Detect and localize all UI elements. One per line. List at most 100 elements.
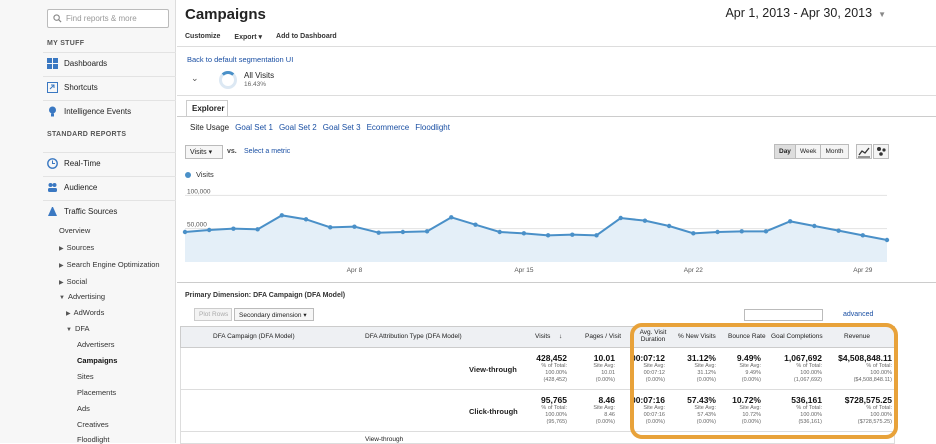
sidebar-sub-adwords[interactable]: ▶ AdWords <box>66 308 104 317</box>
export-button[interactable]: Export ▾ <box>234 33 262 41</box>
sidebar-sub-dfa[interactable]: ▼ DFA <box>66 324 90 333</box>
subtab-goal-set-2[interactable]: Goal Set 2 <box>278 123 317 132</box>
sidebar-sub-overview[interactable]: Overview <box>59 226 91 235</box>
x-tick-label: Apr 8 <box>347 267 363 274</box>
chart-point[interactable] <box>182 229 188 235</box>
chart-point[interactable] <box>424 229 430 234</box>
chart-point[interactable] <box>303 217 309 222</box>
back-to-default-link[interactable]: Back to default segmentation UI <box>187 55 294 64</box>
segment-pie-icon <box>219 71 237 89</box>
table-row[interactable]: View-through 428,452% of Total: 100.00% (42… <box>180 348 895 390</box>
chart-point[interactable] <box>836 228 841 233</box>
table-search-input[interactable] <box>744 309 823 321</box>
cell-value: 95,765 <box>541 395 567 405</box>
subtab-goal-set-3[interactable]: Goal Set 3 <box>322 123 361 132</box>
chart-point[interactable] <box>812 223 817 229</box>
select-metric-link[interactable]: Select a metric <box>244 148 291 155</box>
sidebar-sub-floodlight[interactable]: Floodlight <box>77 435 110 444</box>
segment-percent: 16.43% <box>244 81 267 88</box>
subtab-goal-set-1[interactable]: Goal Set 1 <box>235 123 273 132</box>
chart-point[interactable] <box>545 233 551 238</box>
cell-subtext: (0.00%) <box>741 377 761 383</box>
subtab-ecommerce[interactable]: Ecommerce <box>366 123 410 132</box>
sidebar-sub-ads[interactable]: Ads <box>77 404 90 413</box>
metric-select[interactable]: Visits ▾ <box>185 145 223 159</box>
chart-point[interactable] <box>860 233 865 238</box>
chevron-down-icon[interactable]: ⌄ <box>191 73 199 83</box>
chart-point[interactable] <box>884 237 890 243</box>
advanced-filter-link[interactable]: advanced <box>843 311 874 318</box>
chart-point[interactable] <box>715 229 720 235</box>
chart-point[interactable] <box>666 223 672 229</box>
month-button[interactable]: Month <box>820 144 849 159</box>
subtab-floodlight[interactable]: Floodlight <box>415 123 450 132</box>
sidebar-item-dashboards[interactable]: Dashboards <box>43 52 176 74</box>
col-avg-visit-duration[interactable]: Avg. Visit Duration <box>639 329 667 343</box>
cell-bounce: 9.49% Site Avg: 9.49% (0.00%) <box>737 353 761 384</box>
plot-rows-button[interactable]: Plot Rows <box>194 308 232 321</box>
sidebar-item-intelligence-events[interactable]: Intelligence Events <box>43 100 176 122</box>
sidebar-item-label: Traffic Sources <box>64 207 118 216</box>
chart-point[interactable] <box>618 215 623 221</box>
chart-point[interactable] <box>594 233 599 238</box>
col-bounce-rate[interactable]: Bounce Rate <box>728 333 766 340</box>
traffic-icon <box>48 207 57 216</box>
sidebar-sub-campaigns[interactable]: Campaigns <box>77 356 118 365</box>
sidebar-sub-seo[interactable]: ▶ Search Engine Optimization <box>59 260 160 269</box>
sidebar-sub-sites[interactable]: Sites <box>77 372 94 381</box>
add-to-dashboard-button[interactable]: Add to Dashboard <box>276 33 337 40</box>
chart-point[interactable] <box>207 227 212 233</box>
col-goal-completions[interactable]: Goal Completions <box>771 333 823 340</box>
tab-explorer[interactable]: Explorer <box>186 100 228 116</box>
cell-rev: $728,575.25% of Total: 100.00% ($728,575.2… <box>845 395 892 426</box>
chart-point[interactable] <box>691 231 696 236</box>
sidebar-item-audience[interactable]: Audience <box>43 176 176 198</box>
visits-chart[interactable]: 100,000 50,000 Apr 8 Apr 15 Apr 22 Apr 29 <box>177 182 936 282</box>
chart-point[interactable] <box>787 219 793 224</box>
subtab-site-usage[interactable]: Site Usage <box>190 123 230 132</box>
chart-point[interactable] <box>473 222 478 227</box>
sidebar-sub-creatives[interactable]: Creatives <box>77 420 109 429</box>
chart-point[interactable] <box>449 215 454 220</box>
chart-point[interactable] <box>352 224 357 229</box>
chart-point[interactable] <box>739 229 744 234</box>
chart-point[interactable] <box>497 229 502 235</box>
col-new-visits[interactable]: % New Visits <box>678 333 716 340</box>
sidebar-item-traffic-sources[interactable]: Traffic Sources <box>43 200 176 222</box>
secondary-dimension-select[interactable]: Secondary dimension ▾ <box>234 308 314 321</box>
chart-point[interactable] <box>521 231 527 236</box>
x-tick-label: Apr 29 <box>853 267 873 274</box>
line-chart-button[interactable] <box>856 144 872 159</box>
week-button[interactable]: Week <box>794 144 822 159</box>
chart-point[interactable] <box>255 227 260 232</box>
chart-point[interactable] <box>763 229 769 234</box>
sidebar-sub-sources[interactable]: ▶ Sources <box>59 243 94 252</box>
sidebar-sub-label: Social <box>66 277 88 286</box>
search-input[interactable]: Find reports & more <box>47 9 169 28</box>
segment-name[interactable]: All Visits <box>244 71 275 80</box>
chart-point[interactable] <box>279 213 285 218</box>
sidebar-sub-advertisers[interactable]: Advertisers <box>77 340 115 349</box>
chart-point[interactable] <box>231 226 236 231</box>
chart-point[interactable] <box>570 232 575 237</box>
customize-button[interactable]: Customize <box>185 33 221 40</box>
table-row[interactable]: Click-through 95,765% of Total: 100.00% (95… <box>180 390 895 432</box>
col-revenue[interactable]: Revenue <box>844 333 871 340</box>
day-button[interactable]: Day <box>774 144 796 159</box>
chart-point[interactable] <box>642 218 648 223</box>
col-pages-per-visit[interactable]: Pages / Visit <box>585 333 622 340</box>
col-visits[interactable]: Visits <box>535 333 551 340</box>
motion-chart-button[interactable] <box>873 144 889 159</box>
col-dfa-campaign[interactable]: DFA Campaign (DFA Model) <box>213 333 295 340</box>
sidebar-sub-social[interactable]: ▶ Social <box>59 277 87 286</box>
sidebar-item-real-time[interactable]: Real-Time <box>43 152 176 174</box>
sidebar-item-shortcuts[interactable]: Shortcuts <box>43 76 176 98</box>
chart-point[interactable] <box>376 230 381 235</box>
col-attribution-type[interactable]: DFA Attribution Type (DFA Model) <box>365 333 462 340</box>
date-range-picker[interactable]: Apr 1, 2013 - Apr 30, 2013 ▼ <box>725 6 886 20</box>
chart-point[interactable] <box>328 225 333 230</box>
chart-point[interactable] <box>400 229 406 235</box>
cell-value: 8.46 <box>598 395 615 405</box>
sidebar-sub-placements[interactable]: Placements <box>77 388 117 397</box>
sidebar-sub-advertising[interactable]: ▼ Advertising <box>59 292 105 301</box>
